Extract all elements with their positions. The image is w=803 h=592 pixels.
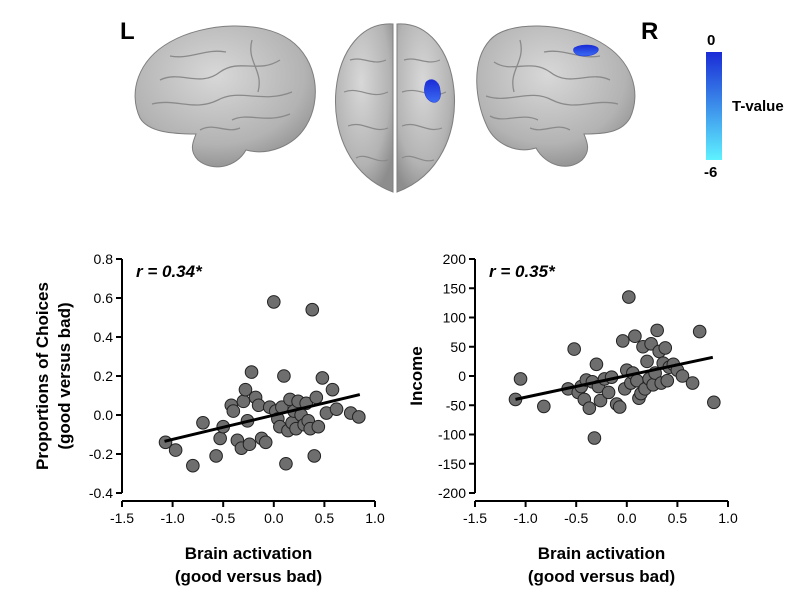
data-point bbox=[307, 449, 322, 463]
data-point bbox=[315, 371, 330, 385]
data-point bbox=[329, 402, 344, 416]
data-point bbox=[615, 334, 630, 348]
data-point bbox=[226, 404, 241, 418]
data-point bbox=[242, 437, 257, 452]
scatter-proportions: -0.4 -0.2 0.0 0.2 0.4 0.6 0.8 -1.5 -1.0 -0.5 0.0 0.… bbox=[33, 251, 385, 586]
data-point bbox=[640, 354, 654, 369]
data-point bbox=[675, 369, 690, 383]
dorsal-brain bbox=[334, 23, 456, 193]
data-point bbox=[196, 416, 210, 430]
y-tick-label: -0.4 bbox=[89, 485, 113, 501]
brain-renderings bbox=[134, 23, 636, 193]
y-tick-label: 0.0 bbox=[94, 407, 114, 423]
data-point bbox=[251, 398, 266, 413]
data-point bbox=[650, 323, 664, 338]
y-tick-label: -0.2 bbox=[89, 446, 113, 462]
data-point bbox=[186, 458, 200, 473]
x-tick-label: -1.0 bbox=[514, 510, 538, 526]
data-point bbox=[622, 290, 636, 304]
colorbar bbox=[706, 52, 722, 160]
x-tick-label: 0.0 bbox=[617, 510, 637, 526]
x-tick-label: -1.5 bbox=[110, 510, 134, 526]
data-point bbox=[707, 395, 721, 410]
x-axis-label: (good versus bad) bbox=[175, 567, 322, 586]
lateral-cluster bbox=[573, 44, 599, 57]
right-lateral-brain bbox=[476, 25, 636, 167]
left-lateral-brain bbox=[134, 25, 316, 168]
y-axis-label: Income bbox=[407, 346, 426, 406]
y-tick-label: 0.2 bbox=[94, 368, 114, 384]
data-point bbox=[277, 369, 291, 383]
data-point bbox=[238, 382, 253, 397]
data-point bbox=[660, 373, 675, 388]
correlation-annotation: r = 0.34* bbox=[136, 262, 203, 281]
y-tick-label: 0.4 bbox=[94, 329, 114, 345]
data-point bbox=[352, 410, 366, 424]
x-tick-label: -0.5 bbox=[211, 510, 235, 526]
data-point bbox=[593, 393, 608, 408]
data-point bbox=[325, 382, 340, 397]
x-tick-label: -1.0 bbox=[161, 510, 185, 526]
regression-line bbox=[164, 393, 361, 443]
data-point bbox=[513, 372, 528, 386]
data-point bbox=[601, 385, 616, 400]
x-axis-label: (good versus bad) bbox=[528, 567, 675, 586]
data-point bbox=[279, 456, 293, 471]
colorbar-min-label: -6 bbox=[704, 164, 718, 181]
data-point bbox=[692, 324, 707, 339]
data-point bbox=[582, 401, 597, 415]
x-tick-label: 0.5 bbox=[315, 510, 335, 526]
right-hemisphere-label: R bbox=[641, 18, 659, 45]
data-point bbox=[589, 357, 604, 372]
x-tick-label: 0.5 bbox=[668, 510, 688, 526]
data-point bbox=[213, 431, 227, 446]
data-point bbox=[628, 329, 642, 344]
data-point bbox=[258, 435, 273, 450]
y-tick-label: -100 bbox=[438, 427, 466, 443]
x-tick-label: 1.0 bbox=[365, 510, 385, 526]
x-tick-label: 1.0 bbox=[718, 510, 738, 526]
data-point bbox=[168, 443, 183, 457]
x-tick-label: -1.5 bbox=[463, 510, 487, 526]
y-axis-label: Proportions of Choices bbox=[33, 282, 52, 470]
data-point bbox=[309, 390, 324, 405]
data-point bbox=[305, 302, 320, 317]
y-tick-label: 0 bbox=[458, 368, 466, 384]
data-point bbox=[658, 341, 673, 355]
colorbar-max-label: 0 bbox=[707, 32, 716, 49]
y-tick-label: 50 bbox=[450, 339, 466, 355]
left-hemisphere-label: L bbox=[120, 18, 135, 45]
y-tick-label: -50 bbox=[446, 397, 466, 413]
x-tick-label: -0.5 bbox=[564, 510, 588, 526]
data-point bbox=[209, 449, 223, 463]
y-tick-label: 100 bbox=[443, 310, 467, 326]
y-tick-label: 0.6 bbox=[94, 290, 114, 306]
y-tick-label: 200 bbox=[443, 251, 467, 267]
colorbar-title: T-value bbox=[732, 98, 784, 115]
x-tick-label: 0.0 bbox=[264, 510, 284, 526]
y-axis-label: (good versus bad) bbox=[55, 302, 74, 449]
y-tick-label: -150 bbox=[438, 456, 466, 472]
dorsal-cluster bbox=[424, 79, 441, 103]
data-point bbox=[537, 399, 551, 414]
data-point bbox=[236, 394, 251, 409]
x-axis-label: Brain activation bbox=[185, 544, 313, 563]
regression-line bbox=[515, 355, 714, 401]
data-point bbox=[267, 295, 281, 309]
data-point bbox=[612, 400, 627, 414]
data-point bbox=[244, 365, 259, 379]
data-point bbox=[567, 342, 581, 356]
y-tick-label: -200 bbox=[438, 485, 466, 501]
y-tick-label: 150 bbox=[443, 280, 467, 296]
y-tick-label: 0.8 bbox=[94, 251, 114, 267]
data-point bbox=[311, 419, 326, 434]
correlation-annotation: r = 0.35* bbox=[489, 262, 556, 281]
x-axis-label: Brain activation bbox=[538, 544, 666, 563]
scatter-income: -200 -150 -100 -50 0 50 100 150 200 -1.5 -1.0 -0.5 0… bbox=[407, 251, 738, 586]
data-point bbox=[587, 431, 602, 445]
data-point bbox=[685, 376, 700, 390]
